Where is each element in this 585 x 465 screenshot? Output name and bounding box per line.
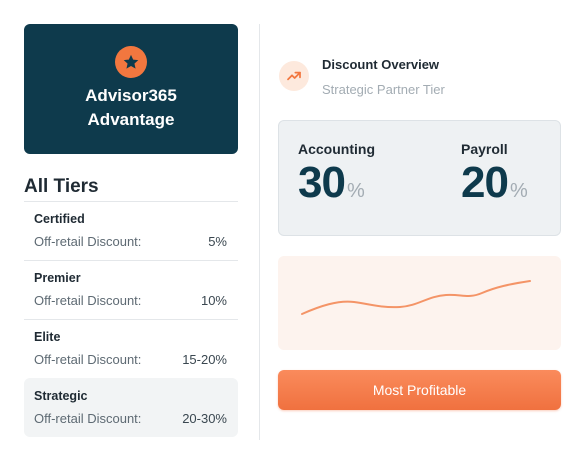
stat-unit: %: [509, 180, 528, 202]
trend-sparkline: [301, 280, 531, 315]
star-icon: [115, 46, 147, 78]
tier-discount-label: Off-retail Discount:: [34, 411, 142, 426]
program-title: Advisor365 Advantage: [85, 86, 177, 129]
stat-value: 30: [298, 158, 346, 207]
discount-stats-card: Accounting 30 % Payroll 20 %: [278, 120, 561, 236]
trending-up-icon: [279, 61, 309, 91]
tier-discount-value: 5%: [208, 234, 227, 249]
tier-name: Premier: [34, 271, 81, 285]
tiers-heading: All Tiers: [24, 176, 99, 197]
overview-subtitle: Strategic Partner Tier: [322, 82, 445, 97]
tier-discount-value: 10%: [200, 293, 227, 308]
stat-unit: %: [346, 180, 365, 202]
column-divider: [259, 24, 260, 440]
tier-name: Certified: [34, 212, 85, 226]
tier-discount-value: 15-20%: [182, 352, 227, 367]
tier-item-strategic[interactable]: Strategic Off-retail Discount: 20-30%: [24, 378, 238, 437]
stat-value: 20: [461, 158, 509, 207]
tier-discount-value: 20-30%: [182, 411, 227, 426]
stat-label: Accounting: [298, 141, 375, 157]
tier-name: Strategic: [34, 389, 88, 403]
tier-item-certified[interactable]: Certified Off-retail Discount: 5%: [24, 201, 238, 260]
tier-discount-label: Off-retail Discount:: [34, 234, 142, 249]
tier-hero-card: Advisor365 Advantage: [24, 24, 238, 154]
most-profitable-button[interactable]: Most Profitable: [278, 370, 561, 410]
overview-title: Discount Overview: [322, 57, 440, 72]
tier-item-elite[interactable]: Elite Off-retail Discount: 15-20%: [24, 319, 238, 378]
tier-discount-label: Off-retail Discount:: [34, 352, 142, 367]
tier-list: Certified Off-retail Discount: 5% Premie…: [24, 201, 238, 437]
tier-name: Elite: [34, 330, 61, 344]
stat-payroll: Payroll 20 %: [461, 141, 528, 207]
tier-discount-label: Off-retail Discount:: [34, 293, 142, 308]
tier-item-premier[interactable]: Premier Off-retail Discount: 10%: [24, 260, 238, 319]
stat-label: Payroll: [461, 141, 508, 157]
trend-sparkline-card: [278, 256, 561, 350]
stat-accounting: Accounting 30 %: [298, 141, 375, 207]
